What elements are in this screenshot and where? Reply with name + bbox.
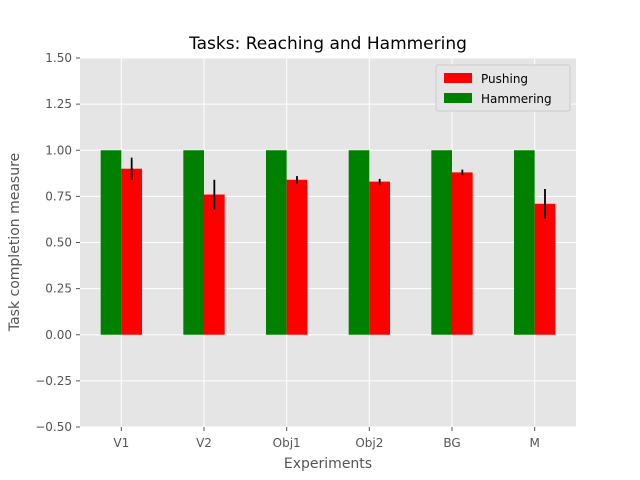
- x-tick-label: Obj2: [355, 436, 383, 450]
- x-tick-label: V2: [196, 436, 212, 450]
- y-tick-label: 0.75: [45, 189, 72, 203]
- x-axis-ticks: V1 V2 Obj1 Obj2 BG M: [113, 427, 540, 450]
- bar-pushing-v2: [204, 194, 225, 335]
- bar-hammering-obj2: [348, 150, 370, 335]
- x-axis-label: Experiments: [284, 456, 372, 472]
- bars-group: [100, 150, 556, 335]
- x-tick-label: M: [529, 436, 539, 450]
- y-axis-ticks: −0.50 −0.25 0.00 0.25 0.50 0.75 1.00 1.25 1.50: [35, 51, 80, 434]
- y-axis-label: Task completion measure: [7, 153, 23, 332]
- y-tick-label: 0.00: [45, 328, 72, 342]
- y-tick-label: −0.25: [35, 374, 72, 388]
- chart-title: Tasks: Reaching and Hammering: [188, 34, 467, 54]
- bar-hammering-v1: [100, 150, 122, 335]
- bar-pushing-m: [534, 203, 556, 335]
- bar-pushing-obj2: [369, 181, 390, 335]
- y-tick-label: 1.00: [45, 143, 72, 157]
- legend-label-pushing: Pushing: [481, 72, 528, 86]
- y-tick-label: 1.25: [45, 97, 72, 111]
- legend-swatch-pushing: [444, 73, 472, 83]
- bar-hammering-obj1: [266, 150, 287, 335]
- bar-hammering-bg: [431, 150, 452, 335]
- bar-pushing-v1: [121, 168, 142, 335]
- bar-hammering-v2: [183, 150, 204, 335]
- x-tick-label: V1: [113, 436, 129, 450]
- legend-label-hammering: Hammering: [481, 92, 552, 106]
- error-bars-group: [130, 157, 546, 219]
- x-tick-label: BG: [443, 436, 460, 450]
- bar-pushing-obj1: [286, 179, 308, 335]
- y-tick-label: 0.25: [45, 282, 72, 296]
- bar-hammering-m: [514, 150, 535, 335]
- legend-swatch-hammering: [444, 93, 472, 103]
- y-tick-label: 1.50: [45, 51, 72, 65]
- bar-pushing-bg: [452, 172, 473, 335]
- legend: Pushing Hammering: [435, 64, 571, 112]
- y-tick-label: 0.50: [45, 236, 72, 250]
- y-tick-label: −0.50: [35, 420, 72, 434]
- x-tick-label: Obj1: [273, 436, 301, 450]
